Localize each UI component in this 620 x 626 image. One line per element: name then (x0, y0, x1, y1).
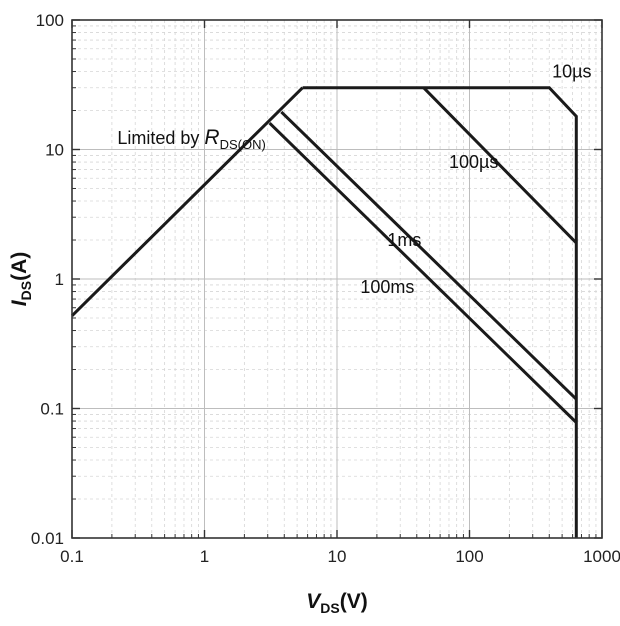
y-tick-label: 1 (55, 270, 64, 289)
series-100ms (268, 122, 578, 424)
annotation-100us: 100µs (449, 152, 498, 172)
x-tick-label: 10 (328, 547, 347, 566)
annotation-1ms: 1ms (387, 230, 421, 250)
series-100s (422, 86, 578, 244)
y-tick-label: 0.01 (31, 529, 64, 548)
x-tick-label: 100 (455, 547, 483, 566)
y-tick-label: 0.1 (40, 400, 64, 419)
y-tick-label: 100 (36, 11, 64, 30)
x-axis-title: VDS(V) (306, 590, 367, 616)
annotation-100ms: 100ms (360, 277, 414, 297)
x-tick-label: 1 (200, 547, 209, 566)
series-rds-on-limit (70, 86, 304, 317)
y-axis-title: IDS(A) (8, 252, 34, 306)
series-1ms (280, 110, 578, 401)
axis-ticks (71, 19, 603, 539)
series-layer (70, 86, 578, 538)
axis-titles: VDS(V) IDS(A) (8, 252, 368, 616)
y-tick-label: 10 (45, 141, 64, 160)
x-tick-label: 0.1 (60, 547, 84, 566)
annotation-10us: 10µs (552, 61, 591, 81)
annotation-limited: Limited by RDS(ON) (117, 126, 265, 152)
annotations: Limited by RDS(ON) 10µs 100µs 1ms 100ms (117, 61, 591, 297)
x-tick-label: 1000 (583, 547, 620, 566)
series-10s (302, 86, 578, 538)
